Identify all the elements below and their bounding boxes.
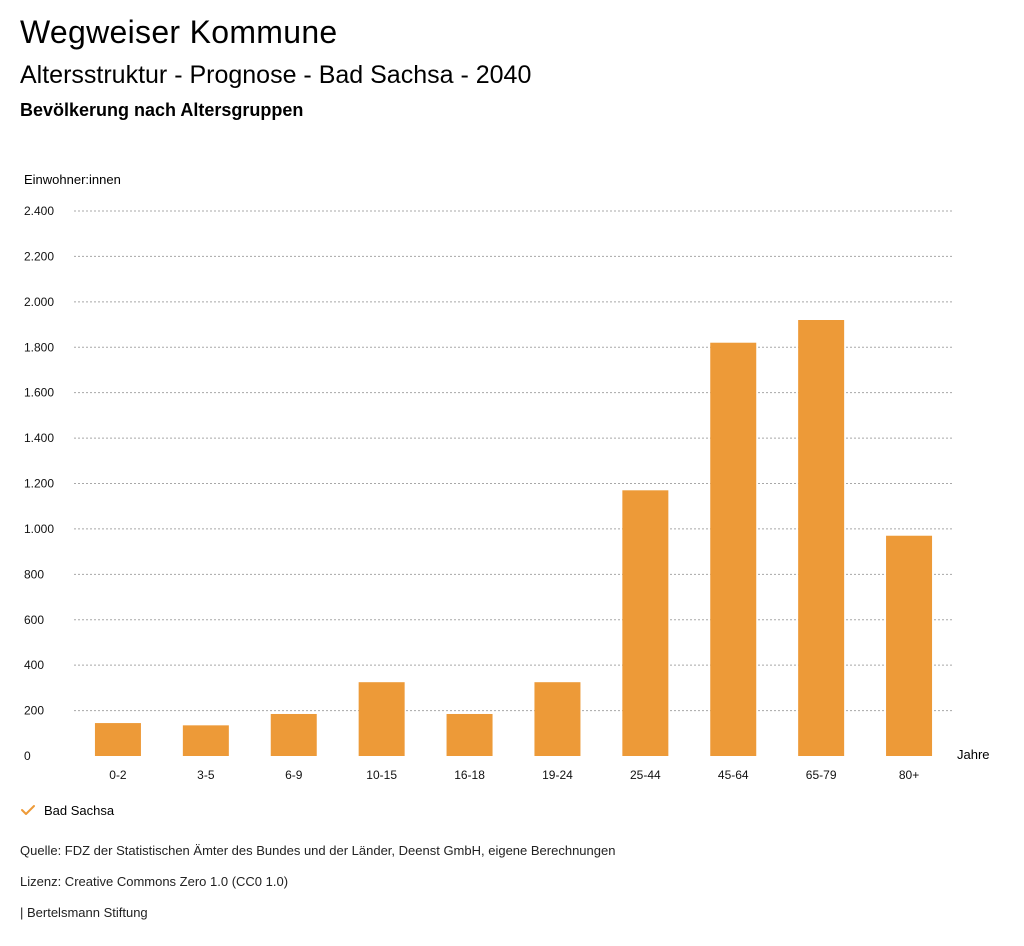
y-tick-label: 1.000 [24,522,54,536]
y-tick-label: 1.200 [24,477,54,491]
chart-legend[interactable]: Bad Sachsa [20,802,114,818]
y-tick-label: 400 [24,658,44,672]
y-tick-label: 2.400 [24,204,54,218]
bar-10-15[interactable] [358,682,405,756]
x-tick-label: 0-2 [109,768,127,782]
y-tick-label: 200 [24,704,44,718]
y-tick-label: 0 [24,749,31,763]
y-tick-label: 1.600 [24,386,54,400]
license-note: Lizenz: Creative Commons Zero 1.0 (CC0 1… [20,874,289,889]
page-title: Wegweiser Kommune [20,14,338,50]
y-tick-label: 2.200 [24,249,54,263]
y-axis-label: Einwohner:innen [24,172,121,187]
bar-16-18[interactable] [446,713,493,756]
bar-19-24[interactable] [534,682,581,756]
x-tick-label: 25-44 [630,768,661,782]
y-tick-label: 800 [24,567,44,581]
bar-chart: Einwohner:innen 0 200 400 600 800 1.000 1.200 1… [24,172,990,782]
y-tick-label: 1.400 [24,431,54,445]
bar-3-5[interactable] [182,725,229,756]
chart-header: Wegweiser Kommune Altersstruktur - Progn… [20,14,531,120]
x-tick-label: 6-9 [285,768,303,782]
bar-65-79[interactable] [798,320,845,756]
chart-subtitle: Altersstruktur - Prognose - Bad Sachsa -… [20,60,532,89]
bar-0-2[interactable] [94,723,141,756]
x-tick-label: 16-18 [454,768,485,782]
x-tick-label: 65-79 [806,768,837,782]
x-axis-ticks: 0-2 3-5 6-9 10-15 16-18 19-24 25-44 45-64 65-79 8… [109,768,919,782]
x-tick-label: 10-15 [366,768,397,782]
bar-80+[interactable] [886,535,933,756]
bar-25-44[interactable] [622,490,669,756]
bars [94,320,933,756]
bar-45-64[interactable] [710,342,757,756]
x-tick-label: 3-5 [197,768,215,782]
check-icon [21,805,35,815]
legend-label: Bad Sachsa [44,802,115,818]
bar-6-9[interactable] [270,713,317,756]
x-tick-label: 19-24 [542,768,573,782]
y-tick-label: 600 [24,613,44,627]
x-tick-label: 80+ [899,768,919,782]
x-tick-label: 45-64 [718,768,749,782]
x-axis-label: Jahre [957,747,990,762]
y-tick-label: 2.000 [24,295,54,309]
organization-note: | Bertelsmann Stiftung [20,905,148,920]
source-note: Quelle: FDZ der Statistischen Ämter des … [20,843,616,858]
y-tick-label: 1.800 [24,340,54,354]
y-axis-ticks: 0 200 400 600 800 1.000 1.200 1.400 1.600 1.800 2.… [24,204,54,763]
chart-subsubtitle: Bevölkerung nach Altersgruppen [20,99,304,120]
